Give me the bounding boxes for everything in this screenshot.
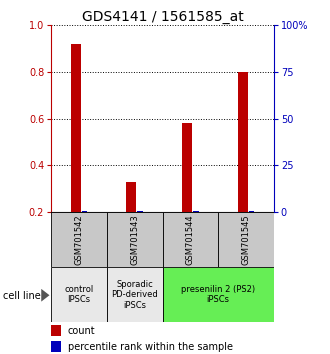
Bar: [51, 341, 61, 353]
Text: GSM701544: GSM701544: [186, 215, 195, 265]
Text: GSM701545: GSM701545: [242, 215, 250, 265]
Bar: [193, 211, 199, 259]
Text: percentile rank within the sample: percentile rank within the sample: [68, 342, 233, 352]
Text: presenilin 2 (PS2)
iPSCs: presenilin 2 (PS2) iPSCs: [181, 285, 255, 304]
Bar: [182, 123, 192, 259]
Bar: [107, 267, 162, 322]
Bar: [126, 182, 136, 259]
Text: count: count: [68, 326, 95, 336]
Bar: [51, 212, 107, 267]
Title: GDS4141 / 1561585_at: GDS4141 / 1561585_at: [82, 10, 244, 24]
Bar: [238, 72, 248, 259]
Bar: [162, 267, 274, 322]
Bar: [51, 267, 107, 322]
Bar: [138, 211, 143, 259]
Bar: [107, 212, 162, 267]
Bar: [82, 211, 87, 259]
Bar: [162, 212, 218, 267]
Text: Sporadic
PD-derived
iPSCs: Sporadic PD-derived iPSCs: [111, 280, 158, 310]
Bar: [51, 325, 61, 336]
Polygon shape: [41, 289, 50, 302]
Text: control
IPSCs: control IPSCs: [64, 285, 94, 304]
Text: GSM701543: GSM701543: [130, 215, 139, 265]
Bar: [249, 211, 254, 259]
Text: GSM701542: GSM701542: [75, 215, 83, 265]
Bar: [218, 212, 274, 267]
Text: cell line: cell line: [3, 291, 41, 301]
Bar: [71, 44, 81, 259]
